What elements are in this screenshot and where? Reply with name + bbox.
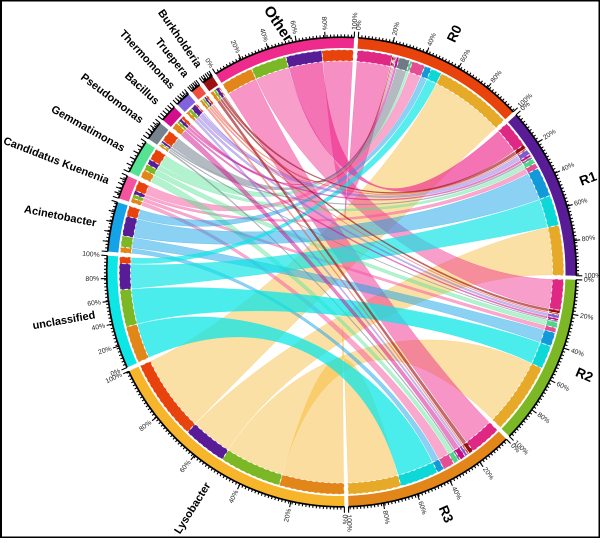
svg-text:80%: 80% — [85, 276, 99, 283]
svg-text:60%: 60% — [288, 20, 297, 35]
svg-text:100%: 100% — [82, 251, 100, 259]
svg-text:20%: 20% — [283, 508, 293, 523]
svg-text:40%: 40% — [258, 28, 269, 43]
svg-text:100%: 100% — [351, 12, 359, 30]
svg-text:40%: 40% — [426, 32, 437, 47]
svg-text:0%: 0% — [356, 20, 364, 30]
svg-text:0%: 0% — [520, 101, 532, 113]
svg-text:40%: 40% — [91, 323, 106, 333]
svg-text:40%: 40% — [570, 347, 585, 358]
svg-text:0%: 0% — [341, 514, 348, 524]
svg-text:R2: R2 — [573, 365, 595, 386]
svg-text:100%: 100% — [345, 514, 353, 532]
svg-text:R1: R1 — [577, 168, 599, 188]
svg-text:60%: 60% — [573, 197, 588, 208]
svg-text:80%: 80% — [320, 16, 328, 30]
svg-text:60%: 60% — [87, 299, 101, 308]
svg-text:60%: 60% — [416, 500, 427, 515]
svg-text:100%: 100% — [584, 273, 600, 280]
svg-text:0%: 0% — [584, 277, 594, 284]
svg-text:0%: 0% — [203, 57, 214, 69]
svg-text:R3: R3 — [436, 503, 457, 525]
svg-text:20%: 20% — [579, 313, 594, 322]
svg-text:R0: R0 — [444, 23, 465, 45]
svg-text:20%: 20% — [97, 345, 112, 356]
svg-text:0%: 0% — [509, 442, 521, 454]
svg-text:0%: 0% — [110, 368, 122, 378]
svg-text:80%: 80% — [381, 510, 390, 525]
svg-text:80%: 80% — [581, 235, 595, 244]
svg-text:20%: 20% — [392, 21, 402, 36]
